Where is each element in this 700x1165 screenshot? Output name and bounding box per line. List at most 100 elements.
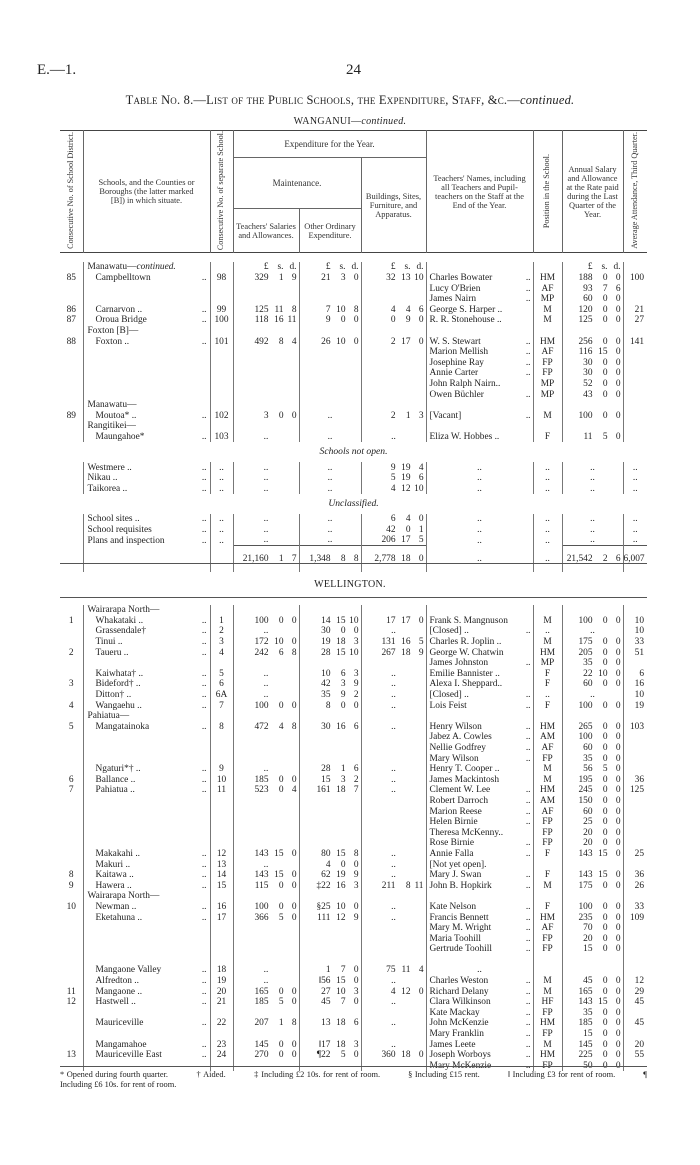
annual-salary: .. (590, 462, 595, 473)
school-name-text: School sites .. (87, 514, 140, 525)
annual-salary-pence: 0 (615, 933, 621, 944)
other-expenditure-shillings: 1 (340, 764, 346, 775)
buildings: .. (391, 1039, 396, 1050)
annual-salary-pounds: 52 (583, 378, 593, 389)
section-wanganui: WANGANUI—continued. (0, 116, 700, 127)
table-row: 4 Wangaehu .... 7 100 0 0 8 0 0.. Lois Feist.. F 10… (60, 700, 647, 711)
school-name-text: Pahiatua— (87, 711, 130, 722)
school-no: 18 (216, 965, 227, 976)
leader-dots: .. (201, 848, 207, 859)
annual-salary-shillings: 0 (602, 378, 608, 389)
school-name: Pahiatua .. (96, 785, 135, 795)
buildings-shillings: 1 (405, 410, 411, 421)
cell (60, 817, 83, 828)
buildings-pence: 3 (418, 410, 424, 421)
buildings: .. (391, 870, 396, 881)
cell: 45 (622, 996, 647, 1008)
cell (622, 1060, 647, 1072)
cell: 56 5 0 (561, 763, 623, 775)
annual-salary: 30 0 0 (563, 358, 623, 368)
leader-dots: .. (525, 347, 531, 358)
cell (298, 378, 361, 390)
other-expenditure: 35 9 2 (300, 690, 361, 700)
annual-salary-pence: 0 (615, 679, 621, 690)
cell (622, 732, 647, 743)
other-expenditure-shillings: 5 (340, 1050, 346, 1061)
cell (360, 357, 426, 369)
table-row: Mary McKenzie.. FP 50 0 0 (60, 1060, 647, 1072)
cell: FP (532, 933, 562, 944)
cell (232, 891, 299, 902)
district-no: 13 (66, 1050, 76, 1061)
cell: .. (232, 472, 299, 484)
school-name-cell: Tinui .... (84, 637, 210, 647)
teacher-cell: Josephine Ray.. (427, 358, 533, 368)
cell (360, 1028, 426, 1040)
buildings: .. (391, 859, 396, 870)
other-expenditure-pounds: 4 (325, 859, 331, 870)
other-expenditure-pence: 6 (353, 764, 359, 775)
other-expenditure-pounds: 15 (321, 774, 331, 785)
teacher-name: R. R. Stonehouse .. (429, 315, 502, 326)
salaries-pence: 0 (291, 848, 297, 859)
school-name-cell: Rangitikei— (84, 421, 210, 431)
annual-salary: 195 0 0 (563, 775, 623, 785)
annual-salary-shillings: 0 (602, 1039, 608, 1050)
salaries-pounds: 21,160 (242, 554, 269, 565)
cell (232, 1060, 299, 1072)
salaries-pounds: 145 (254, 1039, 269, 1050)
cell: Alexa I. Sheppard.. (425, 679, 533, 690)
buildings-pence: 0 (418, 336, 424, 347)
district-no: 11 (66, 986, 76, 997)
cell: .. (532, 514, 562, 525)
annual-salary-pence: 0 (615, 838, 621, 849)
position: M (543, 764, 552, 775)
cell (360, 605, 426, 616)
annual-salary-shillings: 0 (602, 273, 608, 284)
school-name: Tinui .. (96, 637, 123, 647)
cell: 472 4 8 (232, 721, 299, 733)
other-expenditure-pence: 0 (353, 976, 359, 987)
cell (298, 357, 361, 369)
cell: 20 0 0 (561, 933, 623, 944)
table-row: Manawatu—continued. £ s. d. £ s. d. £ s. d. £ s. d. (60, 262, 647, 273)
school-name: Kaitawa .. (96, 870, 134, 880)
buildings-pence: 4 (418, 462, 424, 473)
column-headers: Consecutive No. of School District. Scho… (60, 130, 648, 254)
salaries-pence: 4 (291, 336, 297, 347)
annual-salary-shillings: 0 (602, 721, 608, 732)
cell (360, 922, 426, 934)
teacher-name: Rose Birnie (429, 838, 475, 849)
cell (60, 912, 83, 923)
cell (60, 1018, 83, 1029)
cell: .. (232, 965, 299, 976)
other-expenditure: .. (327, 535, 333, 546)
leader-dots: .. (201, 880, 207, 891)
other-expenditure-pence: 0 (353, 700, 359, 711)
subheading: Unclassified. (328, 498, 379, 510)
cell: 2,778 18 0 (360, 545, 426, 572)
teacher-name: Josephine Ray (429, 357, 484, 368)
position: HM (539, 785, 556, 796)
teacher-name: Theresa McKenny.. (429, 827, 504, 838)
teacher-name: Lucy O'Brien (429, 283, 481, 294)
district-no: 4 (68, 700, 74, 711)
school-name-text: Wangaehu .. (95, 700, 142, 711)
other-expenditure: 30 0 0 (300, 626, 361, 636)
annual-salary: 35 0 0 (563, 754, 623, 764)
salaries-pence: d. (289, 262, 297, 273)
cell: 21 3 0 (298, 272, 361, 284)
other-expenditure: 10 6 3 (300, 669, 361, 679)
cell: 185 5 0 (232, 996, 299, 1008)
annual-salary: 60 0 0 (563, 807, 623, 817)
cell (60, 379, 83, 390)
cell (60, 1008, 83, 1019)
cell: Lois Feist.. (425, 700, 533, 711)
annual-salary-pence: 0 (615, 389, 621, 400)
cell: .. (360, 996, 426, 1008)
buildings: .. (391, 976, 396, 987)
cell (425, 421, 533, 432)
cell (425, 891, 533, 902)
school-no: 10 (216, 774, 227, 785)
